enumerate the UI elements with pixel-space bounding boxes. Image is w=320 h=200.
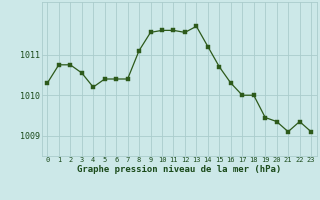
X-axis label: Graphe pression niveau de la mer (hPa): Graphe pression niveau de la mer (hPa) (77, 165, 281, 174)
